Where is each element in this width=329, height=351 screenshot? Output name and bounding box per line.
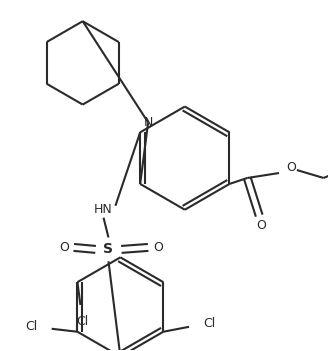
Text: O: O bbox=[153, 241, 163, 254]
Text: Cl: Cl bbox=[203, 317, 215, 330]
Text: N: N bbox=[143, 116, 153, 129]
Text: S: S bbox=[104, 243, 114, 257]
Text: O: O bbox=[286, 160, 296, 173]
Text: Cl: Cl bbox=[26, 320, 38, 333]
Text: O: O bbox=[59, 241, 69, 254]
Text: O: O bbox=[256, 219, 266, 232]
Text: Cl: Cl bbox=[76, 315, 89, 328]
Text: HN: HN bbox=[94, 203, 113, 216]
